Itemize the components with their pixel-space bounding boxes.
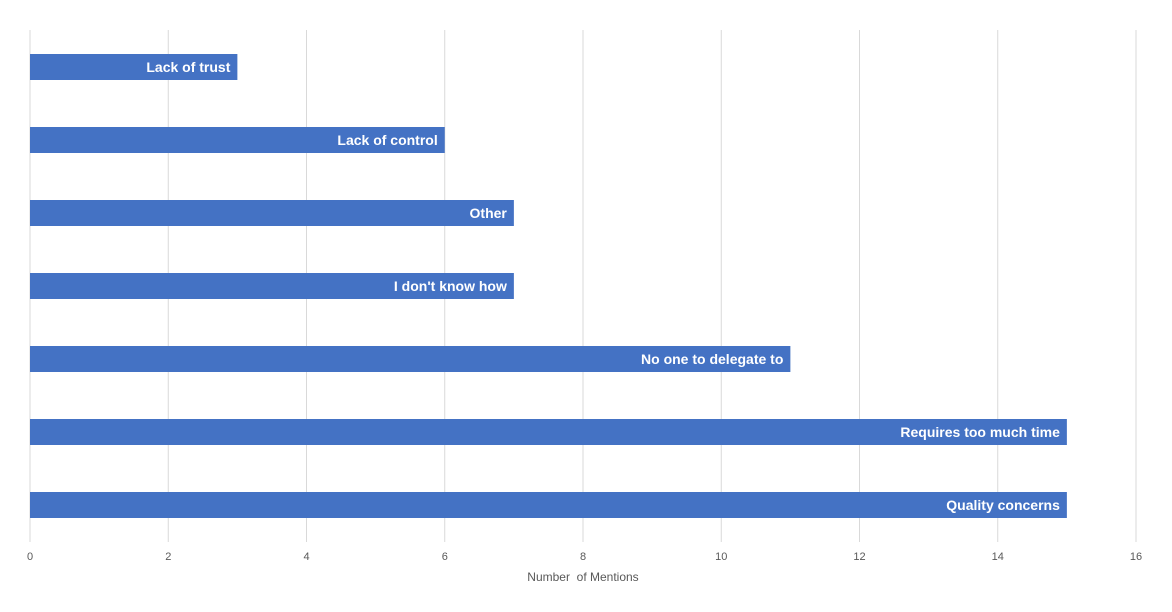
bar-label: Lack of trust <box>146 59 230 75</box>
bar-label: I don't know how <box>394 278 507 294</box>
bar-label: Quality concerns <box>946 497 1060 513</box>
gridlines <box>29 30 1137 542</box>
x-tick-label: 6 <box>442 551 448 563</box>
x-tick-label: 8 <box>580 551 586 563</box>
x-tick-label: 10 <box>715 551 727 563</box>
x-axis-title: Number of Mentions <box>527 570 638 584</box>
bar <box>30 273 514 299</box>
bars <box>30 54 1067 518</box>
x-tick-label: 14 <box>992 551 1004 563</box>
x-tick-label: 4 <box>303 551 309 563</box>
bar <box>30 200 514 226</box>
bar-label: Lack of control <box>337 132 437 148</box>
bar <box>30 127 445 153</box>
bar-label: Other <box>470 205 508 221</box>
bar <box>30 492 1067 518</box>
x-tick-label: 12 <box>853 551 865 563</box>
x-tick-label: 0 <box>27 551 33 563</box>
x-tick-label: 16 <box>1130 551 1142 563</box>
bar-label: No one to delegate to <box>641 351 783 367</box>
x-tick-label: 2 <box>165 551 171 563</box>
bar <box>30 419 1067 445</box>
bar <box>30 346 791 372</box>
bar <box>30 54 238 80</box>
bar-labels: Lack of trust Lack of control Other I don't… <box>146 59 1060 513</box>
x-axis-ticks: 0 2 4 6 8 10 12 14 16 <box>27 551 1142 563</box>
bar-label: Requires too much time <box>900 424 1060 440</box>
